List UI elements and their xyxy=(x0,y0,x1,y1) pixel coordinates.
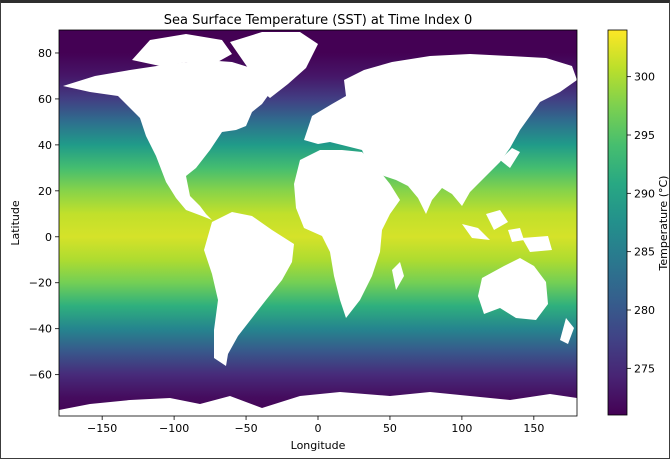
colorbar-tick-label: 290 xyxy=(634,187,655,200)
y-tick-label: −40 xyxy=(29,323,52,336)
x-tick-label: 0 xyxy=(315,422,322,435)
chart-title: Sea Surface Temperature (SST) at Time In… xyxy=(164,13,473,28)
x-axis: −150 −100 −50 0 50 100 150 xyxy=(87,416,544,435)
colorbar-tick-label: 280 xyxy=(634,304,655,317)
y-tick-label: 40 xyxy=(38,139,52,152)
colorbar-label: Temperature (°C) xyxy=(657,176,670,272)
y-tick-label: −20 xyxy=(29,277,52,290)
y-tick-label: 60 xyxy=(38,93,52,106)
plot-area xyxy=(59,30,577,416)
colorbar-tick-label: 285 xyxy=(634,246,655,259)
colorbar xyxy=(608,30,627,415)
y-tick-label: −60 xyxy=(29,369,52,382)
x-axis-label: Longitude xyxy=(291,439,346,452)
colorbar-tick-label: 300 xyxy=(634,71,655,84)
y-tick-label: 20 xyxy=(38,185,52,198)
y-tick-label: 80 xyxy=(38,47,52,60)
x-tick-label: −100 xyxy=(159,422,189,435)
y-tick-label: 0 xyxy=(45,231,52,244)
colorbar-tick-label: 275 xyxy=(634,362,655,375)
x-tick-label: 150 xyxy=(523,422,544,435)
y-axis-label: Latitude xyxy=(9,200,22,246)
y-axis: 80 60 40 20 0 −20 −40 −60 xyxy=(29,47,59,382)
x-tick-label: 100 xyxy=(451,422,472,435)
colorbar-tick-label: 295 xyxy=(634,129,655,142)
colorbar-ticks: 275 280 285 290 295 300 xyxy=(627,71,655,376)
x-tick-label: −150 xyxy=(87,422,117,435)
x-tick-label: 50 xyxy=(383,422,397,435)
x-tick-label: −50 xyxy=(234,422,257,435)
